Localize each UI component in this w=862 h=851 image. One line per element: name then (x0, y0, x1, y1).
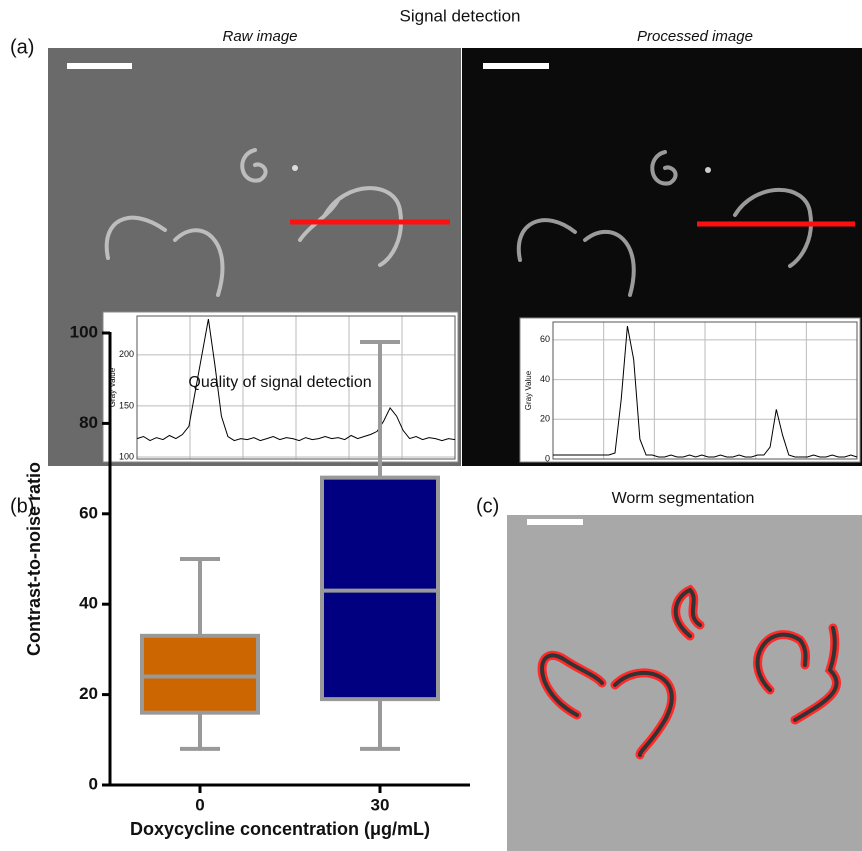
y-tick-label: 40 (540, 374, 550, 384)
y-tick-label: 60 (79, 503, 98, 522)
image-title: Worm segmentation (612, 490, 755, 507)
plot-frame (136, 315, 456, 460)
inset-background (519, 317, 861, 463)
y-tick-label: 100 (119, 451, 134, 461)
inset-background (102, 311, 459, 463)
y-tick-label: 150 (119, 400, 134, 410)
panel-label: (a) (10, 36, 34, 58)
y-tick-label: 80 (79, 413, 98, 432)
profile-line (553, 325, 858, 458)
image-title: Processed image (637, 28, 753, 45)
y-tick-label: 100 (70, 322, 98, 341)
segmentation-image (507, 515, 862, 851)
y-tick-label: 0 (545, 453, 550, 463)
box (320, 475, 440, 702)
panel-label: (b) (10, 495, 34, 517)
y-axis-label: Contrast-to-noise ratio (24, 462, 44, 656)
box (140, 633, 260, 715)
y-tick-label: 40 (79, 594, 98, 613)
chart-title: Quality of signal detection (188, 374, 371, 391)
profile-line (136, 319, 456, 442)
y-axis-label: Gray Value (108, 367, 117, 407)
panel-label: (c) (476, 495, 499, 517)
y-tick-label: 200 (119, 349, 134, 359)
y-axis-label: Gray Value (524, 370, 533, 410)
y-tick-label: 60 (540, 334, 550, 344)
figure-title: Signal detection (400, 6, 521, 25)
x-tick-label: 0 (195, 795, 204, 814)
y-tick-label: 20 (79, 684, 98, 703)
x-tick-label: 30 (371, 795, 390, 814)
y-tick-label: 0 (89, 774, 98, 793)
x-axis-label: Doxycycline concentration (μg/mL) (130, 819, 430, 839)
plot-frame (552, 321, 858, 460)
y-tick-label: 20 (540, 414, 550, 424)
image-title: Raw image (222, 28, 297, 45)
